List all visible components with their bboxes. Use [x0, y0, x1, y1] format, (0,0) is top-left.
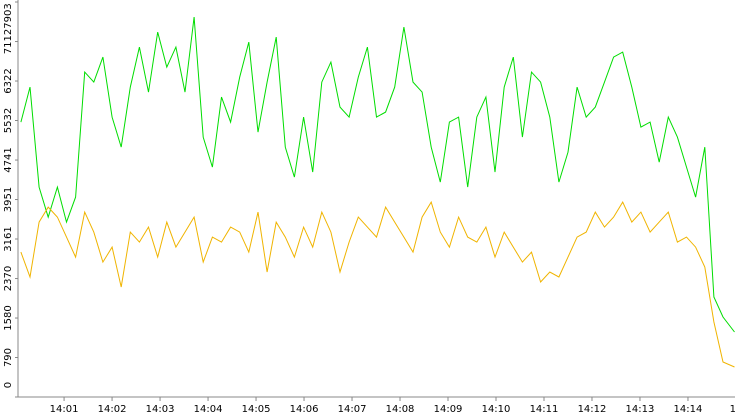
x-tick-label: 14:11 — [530, 404, 559, 415]
x-tick-label: 14:06 — [290, 404, 319, 415]
y-tick-label: 1580 — [3, 305, 14, 330]
x-tick-label: 14 — [730, 404, 735, 415]
x-tick-label: 14:03 — [146, 404, 175, 415]
y-tick-label: 3161 — [3, 226, 14, 251]
y-tick-label: 7903 — [3, 3, 14, 28]
series-line — [20, 17, 735, 333]
x-tick-label: 14:12 — [578, 404, 607, 415]
y-tick-label: 790 — [3, 348, 14, 367]
y-tick-label: 7112 — [3, 29, 14, 54]
y-tick-label: 2370 — [3, 266, 14, 291]
y-tick-label: 0 — [3, 382, 14, 388]
x-tick-label: 14:10 — [482, 404, 511, 415]
x-tick-label: 14:14 — [674, 404, 703, 415]
x-tick-label: 14:09 — [434, 404, 463, 415]
y-tick-label: 3951 — [3, 187, 14, 212]
x-tick-label: 14:07 — [338, 404, 367, 415]
x-tick-label: 14:08 — [386, 404, 415, 415]
x-tick-label: 14:02 — [98, 404, 127, 415]
series-line — [20, 200, 735, 368]
y-tick-label: 4741 — [3, 147, 14, 172]
x-tick-label: 14:04 — [194, 404, 223, 415]
x-tick-label: 14:13 — [626, 404, 655, 415]
x-tick-label: 14:01 — [50, 404, 79, 415]
y-tick-label: 5532 — [3, 108, 14, 133]
y-tick-label: 6322 — [3, 68, 14, 93]
x-tick-label: 14:05 — [242, 404, 271, 415]
